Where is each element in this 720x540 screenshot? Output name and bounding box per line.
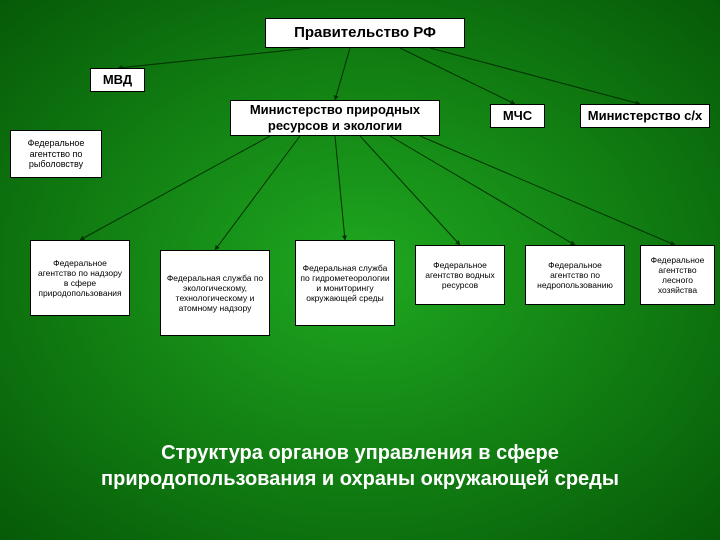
node-mvd: МВД <box>90 68 145 92</box>
node-fed-fishery: Федеральное агентство по рыболовству <box>10 130 102 178</box>
node-label: Министерство природных ресурсов и эколог… <box>235 102 435 133</box>
node-ministry-nature: Министерство природных ресурсов и эколог… <box>230 100 440 136</box>
node-label: Федеральная служба по гидрометеорологии … <box>300 263 390 304</box>
diagram-stage: Правительство РФ МВД Министерство природ… <box>0 0 720 540</box>
node-label: Федеральное агентство по недропользовани… <box>530 260 620 291</box>
node-label: Министерство с/х <box>585 108 705 124</box>
footer-title: Структура органов управления в сфере при… <box>60 440 660 492</box>
node-nadzor: Федеральное агентство по надзору в сфере… <box>30 240 130 316</box>
footer-text: Структура органов управления в сфере при… <box>101 442 619 490</box>
node-label: Правительство РФ <box>270 24 460 42</box>
node-mchs: МЧС <box>490 104 545 128</box>
node-label: Федеральное агентство по надзору в сфере… <box>35 258 125 299</box>
node-vodres: Федеральное агентство водных ресурсов <box>415 245 505 305</box>
node-label: Федеральная служба по экологическому, те… <box>165 273 265 314</box>
node-label: МЧС <box>495 108 540 124</box>
node-label: Федеральное агентство лесного хозяйства <box>645 255 710 296</box>
node-nedro: Федеральное агентство по недропользовани… <box>525 245 625 305</box>
node-gidro: Федеральная служба по гидрометеорологии … <box>295 240 395 326</box>
node-ministry-agriculture: Министерство с/х <box>580 104 710 128</box>
node-les: Федеральное агентство лесного хозяйства <box>640 245 715 305</box>
node-label: Федеральное агентство по рыболовству <box>15 138 97 170</box>
node-government: Правительство РФ <box>265 18 465 48</box>
node-label: Федеральное агентство водных ресурсов <box>420 260 500 291</box>
node-ekotech: Федеральная служба по экологическому, те… <box>160 250 270 336</box>
node-label: МВД <box>95 72 140 88</box>
